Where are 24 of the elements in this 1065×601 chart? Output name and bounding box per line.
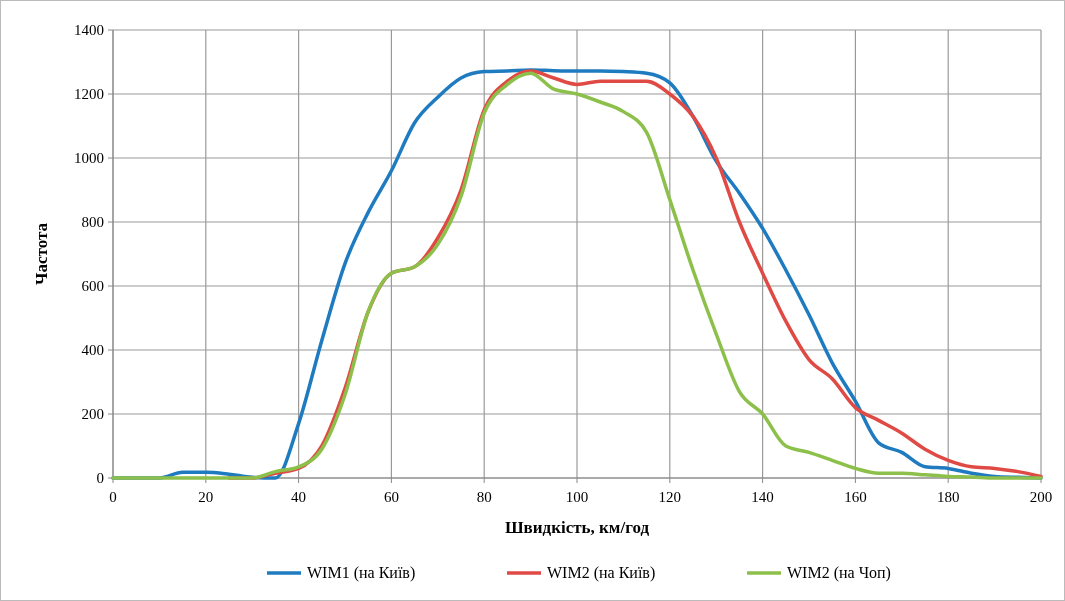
x-tick-label: 40 — [291, 489, 307, 505]
y-tick-label: 600 — [81, 278, 104, 294]
x-tick-label: 0 — [109, 489, 117, 505]
x-tick-label: 140 — [751, 489, 774, 505]
y-axis-title: Частота — [32, 222, 51, 285]
y-tick-label: 800 — [81, 214, 104, 230]
x-tick-label: 120 — [658, 489, 682, 505]
x-tick-label: 100 — [565, 489, 589, 505]
legend-label: WIM1 (на Київ) — [307, 564, 416, 582]
legend-label: WIM2 (на Київ) — [547, 564, 656, 582]
x-axis-title: Швидкість, км/год — [504, 518, 650, 537]
x-tick-label: 20 — [198, 489, 214, 505]
x-tick-label: 160 — [844, 489, 867, 505]
y-tick-label: 200 — [81, 406, 104, 422]
y-tick-label: 1400 — [74, 22, 104, 38]
x-tick-label: 60 — [383, 489, 399, 505]
y-tick-label: 0 — [96, 470, 104, 486]
x-tick-label: 200 — [1029, 489, 1053, 505]
legend-label: WIM2 (на Чоп) — [787, 564, 891, 582]
y-tick-label: 1200 — [74, 86, 104, 102]
y-tick-label: 400 — [81, 342, 104, 358]
x-tick-label: 180 — [936, 489, 960, 505]
x-tick-label: 80 — [476, 489, 492, 505]
y-tick-label: 1000 — [74, 150, 104, 166]
